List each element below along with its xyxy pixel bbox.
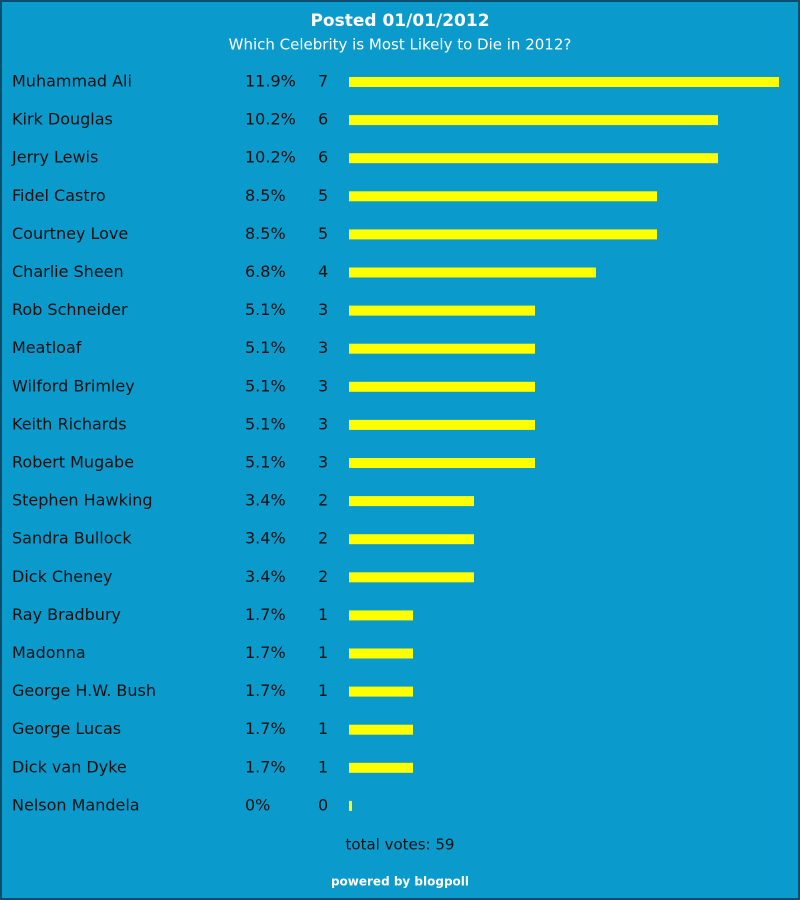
vote-count: 6 bbox=[318, 148, 328, 167]
option-name: George H.W. Bush bbox=[12, 681, 156, 700]
credit[interactable]: powered by blogpoll bbox=[331, 875, 469, 889]
percent-label: 1.7% bbox=[245, 757, 286, 776]
option-name: Courtney Love bbox=[12, 224, 128, 243]
percent-label: 10.2% bbox=[245, 110, 296, 129]
bar bbox=[349, 572, 474, 583]
option-name: Ray Bradbury bbox=[12, 605, 121, 624]
option-name: Muhammad Ali bbox=[12, 72, 132, 91]
option-name: Kirk Douglas bbox=[12, 110, 113, 129]
percent-label: 5.1% bbox=[245, 414, 286, 433]
percent-label: 6.8% bbox=[245, 262, 286, 281]
option-name: Charlie Sheen bbox=[12, 262, 124, 281]
option-name: Madonna bbox=[12, 643, 86, 662]
option-name: Dick Cheney bbox=[12, 567, 113, 586]
percent-label: 11.9% bbox=[245, 72, 296, 91]
option-name: Dick van Dyke bbox=[12, 757, 127, 776]
option-name: Wilford Brimley bbox=[12, 376, 135, 395]
bar bbox=[349, 686, 413, 697]
option-name: Keith Richards bbox=[12, 414, 127, 433]
vote-count: 1 bbox=[318, 643, 328, 662]
bar bbox=[349, 648, 413, 659]
bar bbox=[349, 153, 718, 164]
bar bbox=[349, 762, 413, 773]
vote-count: 2 bbox=[318, 567, 328, 586]
percent-label: 5.1% bbox=[245, 376, 286, 395]
option-name: Nelson Mandela bbox=[12, 795, 140, 814]
vote-count: 5 bbox=[318, 224, 328, 243]
percent-label: 3.4% bbox=[245, 529, 286, 548]
percent-label: 10.2% bbox=[245, 148, 296, 167]
vote-count: 7 bbox=[318, 72, 328, 91]
bar bbox=[349, 305, 535, 316]
bar bbox=[349, 191, 657, 202]
bar bbox=[349, 381, 535, 392]
percent-label: 5.1% bbox=[245, 453, 286, 472]
poll-question: Which Celebrity is Most Likely to Die in… bbox=[229, 36, 572, 54]
vote-count: 5 bbox=[318, 186, 328, 205]
vote-count: 1 bbox=[318, 719, 328, 738]
bar bbox=[349, 610, 413, 621]
percent-label: 8.5% bbox=[245, 186, 286, 205]
vote-count: 3 bbox=[318, 376, 328, 395]
bar bbox=[349, 724, 413, 735]
bar bbox=[349, 458, 535, 468]
bar bbox=[349, 534, 474, 545]
vote-count: 3 bbox=[318, 338, 328, 357]
bar bbox=[349, 419, 535, 430]
percent-label: 0% bbox=[245, 795, 270, 814]
percent-label: 5.1% bbox=[245, 300, 286, 319]
bar bbox=[349, 267, 596, 278]
vote-count: 3 bbox=[318, 300, 328, 319]
percent-label: 1.7% bbox=[245, 605, 286, 624]
vote-count: 2 bbox=[318, 529, 328, 548]
vote-count: 0 bbox=[318, 795, 328, 814]
total-votes: total votes: 59 bbox=[346, 836, 455, 854]
option-name: George Lucas bbox=[12, 719, 121, 738]
option-name: Fidel Castro bbox=[12, 186, 106, 205]
bar bbox=[349, 800, 352, 811]
option-name: Sandra Bullock bbox=[12, 529, 132, 548]
vote-count: 3 bbox=[318, 414, 328, 433]
option-name: Robert Mugabe bbox=[12, 453, 134, 472]
bar bbox=[349, 229, 657, 240]
percent-label: 5.1% bbox=[245, 338, 286, 357]
percent-label: 3.4% bbox=[245, 491, 286, 510]
percent-label: 3.4% bbox=[245, 567, 286, 586]
option-name: Stephen Hawking bbox=[12, 491, 153, 510]
vote-count: 1 bbox=[318, 757, 328, 776]
vote-count: 4 bbox=[318, 262, 328, 281]
percent-label: 1.7% bbox=[245, 719, 286, 738]
bar bbox=[349, 496, 474, 507]
percent-label: 1.7% bbox=[245, 681, 286, 700]
vote-count: 6 bbox=[318, 110, 328, 129]
bar bbox=[349, 343, 535, 354]
vote-count: 2 bbox=[318, 491, 328, 510]
option-name: Jerry Lewis bbox=[11, 148, 98, 167]
poll-title: Posted 01/01/2012 bbox=[310, 11, 489, 31]
option-name: Meatloaf bbox=[12, 338, 82, 357]
percent-label: 1.7% bbox=[245, 643, 286, 662]
percent-label: 8.5% bbox=[245, 224, 286, 243]
vote-count: 3 bbox=[318, 453, 328, 472]
vote-count: 1 bbox=[318, 605, 328, 624]
bar bbox=[349, 77, 779, 87]
option-name: Rob Schneider bbox=[12, 300, 128, 319]
vote-count: 1 bbox=[318, 681, 328, 700]
bar bbox=[349, 115, 718, 126]
